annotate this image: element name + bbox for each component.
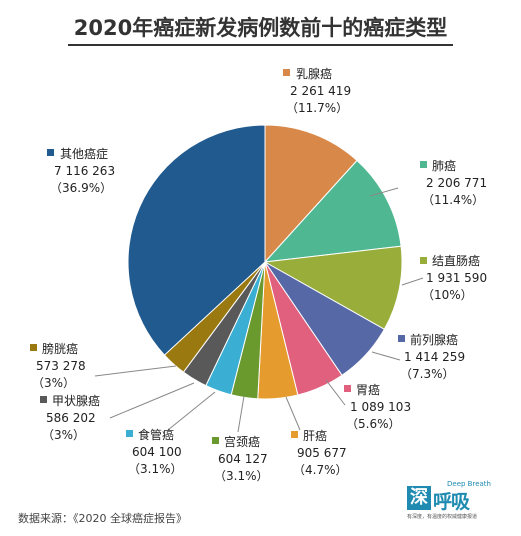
slice-percent-label-8: （3.1%） xyxy=(128,462,183,476)
legend-marker-1 xyxy=(283,69,290,76)
slice-name-4: 前列腺癌 xyxy=(410,332,458,347)
slice-name-11: 其他癌症 xyxy=(60,146,108,161)
slice-value-label-5: 1 089 103 xyxy=(350,400,411,414)
slice-value-label-4: 1 414 259 xyxy=(404,350,465,364)
pie-slices xyxy=(127,124,403,400)
slice-percent-label-7: （3.1%） xyxy=(214,469,269,483)
leader-line-7 xyxy=(237,395,245,433)
slice-labels: 乳腺癌 2 261 419 （11.7%） 肺癌 2 206 771 （11.4%） 结直肠… xyxy=(30,66,487,483)
leader-line-9 xyxy=(109,382,195,419)
slice-name-8: 食管癌 xyxy=(138,427,174,442)
legend-marker-10 xyxy=(30,344,37,351)
deep-breath-logo: 深 呼吸 Deep Breath 有深度，有温度的权威健康报道 xyxy=(407,480,507,526)
slice-percent-label-10: （3%） xyxy=(32,376,75,390)
slice-name-1: 乳腺癌 xyxy=(296,66,332,81)
slice-percent-label-2: （11.4%） xyxy=(422,193,484,207)
logo-english: Deep Breath xyxy=(447,480,491,488)
leader-line-10 xyxy=(94,365,177,377)
legend-marker-4 xyxy=(398,335,405,342)
slice-value-label-10: 573 278 xyxy=(36,359,86,373)
slice-name-2: 肺癌 xyxy=(432,158,456,173)
pie-slice-11 xyxy=(127,124,266,356)
legend-marker-7 xyxy=(212,437,219,444)
slice-name-6: 肝癌 xyxy=(303,428,327,443)
data-source: 数据来源：《2020 全球癌症报告》 xyxy=(18,512,187,525)
slice-percent-label-3: （10%） xyxy=(422,288,473,302)
slice-value-label-9: 586 202 xyxy=(46,411,96,425)
slice-name-7: 宫颈癌 xyxy=(224,434,260,449)
slice-percent-label-1: （11.7%） xyxy=(286,101,348,115)
legend-marker-2 xyxy=(420,161,427,168)
slice-percent-label-11: （36.9%） xyxy=(50,181,112,195)
slice-name-5: 胃癌 xyxy=(356,382,380,397)
leader-line-5 xyxy=(325,379,346,406)
pie-slice-3 xyxy=(263,245,403,330)
slice-value-label-11: 7 116 263 xyxy=(54,164,115,178)
legend-marker-9 xyxy=(40,396,47,403)
logo-tagline: 有深度，有温度的权威健康报道 xyxy=(407,514,478,520)
legend-marker-8 xyxy=(126,430,133,437)
logo-text: 呼吸 xyxy=(433,491,470,513)
leader-lines xyxy=(94,187,424,433)
slice-value-label-8: 604 100 xyxy=(132,445,182,459)
slice-value-label-6: 905 677 xyxy=(297,446,347,460)
slice-percent-label-5: （5.6%） xyxy=(346,417,401,431)
slice-value-label-3: 1 931 590 xyxy=(426,271,487,285)
leader-line-2 xyxy=(369,187,399,197)
leader-line-4 xyxy=(371,351,401,361)
chart-title: 2020年癌症新发病例数前十的癌症类型 xyxy=(73,16,448,40)
title-underline xyxy=(68,44,453,46)
legend-marker-11 xyxy=(47,149,54,156)
slice-percent-label-6: （4.7%） xyxy=(293,463,348,477)
pie-slice-1 xyxy=(264,124,358,264)
legend-marker-5 xyxy=(344,385,351,392)
slice-value-label-7: 604 127 xyxy=(218,452,268,466)
logo-mark: 深 xyxy=(407,486,431,510)
slice-name-3: 结直肠癌 xyxy=(432,253,480,268)
slice-percent-label-4: （7.3%） xyxy=(400,367,455,381)
slice-value-label-2: 2 206 771 xyxy=(426,176,487,190)
slice-value-label-1: 2 261 419 xyxy=(290,84,351,98)
leader-line-3 xyxy=(401,277,424,286)
pie-slice-2 xyxy=(263,159,402,263)
legend-marker-6 xyxy=(291,431,298,438)
leader-line-6 xyxy=(285,396,301,431)
slice-name-10: 膀胱癌 xyxy=(42,341,78,356)
legend-marker-3 xyxy=(420,257,427,264)
slice-percent-label-9: （3%） xyxy=(42,428,85,442)
slice-name-9: 甲状腺癌 xyxy=(52,393,100,408)
leader-line-8 xyxy=(167,391,216,431)
